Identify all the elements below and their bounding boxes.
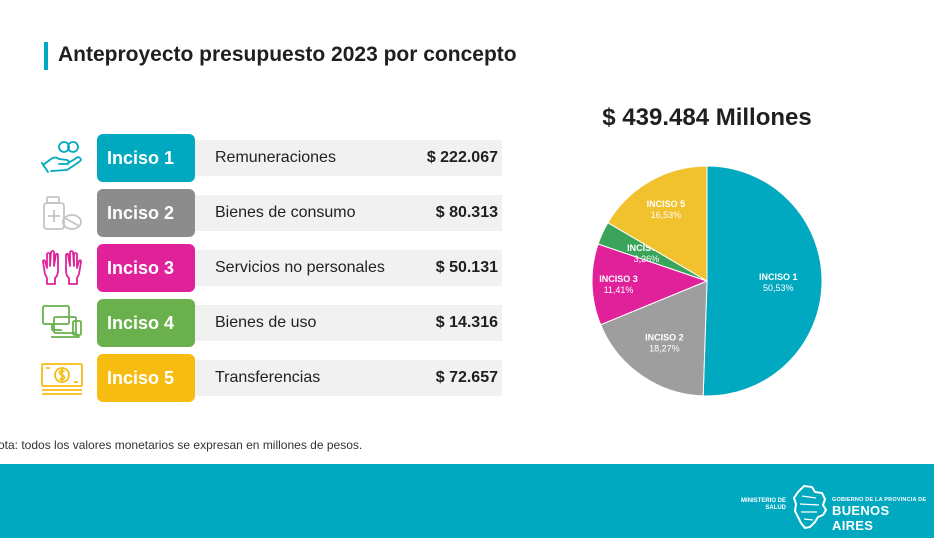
- row-tag: Inciso 5: [97, 354, 195, 402]
- row-tag: Inciso 3: [97, 244, 195, 292]
- row-background: [195, 140, 502, 176]
- budget-row-inciso-5: Inciso 5 Transferencias $ 72.657: [40, 354, 502, 402]
- pie-slice-inciso-3: [591, 243, 709, 326]
- row-value: $ 72.657: [435, 369, 498, 386]
- budget-row-inciso-2: Inciso 2 Bienes de consumo $ 80.313: [40, 189, 502, 237]
- slice-name-label: INCISO 1: [759, 272, 798, 282]
- slice-name-label: INCISO 3: [599, 274, 638, 284]
- slice-name-label: INCISO 4: [627, 243, 666, 253]
- row-tag: Inciso 2: [97, 189, 195, 237]
- pie-slice-inciso-2: [599, 280, 708, 397]
- row-value: $ 50.131: [435, 259, 498, 276]
- ministry-label: MINISTERIO DE SALUD: [740, 498, 786, 511]
- slice-percent-label: 3,26%: [634, 254, 660, 264]
- footnote: ota: todos los valores monetarios se exp…: [0, 438, 363, 452]
- budget-total: $ 439.484 Millones: [602, 104, 812, 131]
- gloves-icon: [42, 250, 82, 285]
- row-value: $ 14.316: [435, 314, 498, 331]
- row-label: Bienes de consumo: [215, 204, 356, 221]
- row-value: $ 222.067: [426, 149, 498, 166]
- province-map-logo: [792, 484, 828, 530]
- row-label: Transferencias: [215, 369, 321, 386]
- medicine-icon: [43, 196, 82, 230]
- slice-name-label: INCISO 2: [645, 332, 684, 342]
- devices-icon: [42, 305, 82, 338]
- row-tag: Inciso 4: [97, 299, 195, 347]
- budget-pie-chart: INCISO 150,53% INCISO 218,27% INCISO 311,4…: [591, 165, 823, 397]
- row-tag: Inciso 1: [97, 134, 195, 182]
- slice-name-label: INCISO 5: [647, 199, 686, 209]
- hand-coins-icon: [41, 141, 82, 173]
- budget-row-inciso-4: Inciso 4 Bienes de uso $ 14.316: [40, 299, 502, 347]
- row-background: [195, 195, 502, 231]
- row-value: $ 80.313: [435, 204, 498, 221]
- row-background: [195, 360, 502, 396]
- province-name: BUENOS AIRES: [832, 503, 890, 533]
- banknotes-icon: [41, 363, 83, 395]
- pie-slice-inciso-1: [702, 165, 823, 397]
- row-background: [195, 305, 502, 341]
- budget-row-inciso-3: Inciso 3 Servicios no personales $ 50.13…: [40, 244, 502, 292]
- slice-percent-label: 16,53%: [651, 210, 682, 220]
- row-label: Servicios no personales: [215, 259, 385, 276]
- row-label: Bienes de uso: [215, 314, 317, 331]
- slice-percent-label: 11,41%: [604, 285, 634, 295]
- row-background: [195, 250, 502, 286]
- page-title: Anteproyecto presupuesto 2023 por concep…: [58, 43, 517, 66]
- title-accent-bar: [44, 42, 48, 70]
- slice-percent-label: 50,53%: [763, 283, 794, 293]
- budget-row-inciso-1: Inciso 1 Remuneraciones $ 222.067: [40, 134, 502, 182]
- footer-band: [0, 464, 934, 538]
- slice-percent-label: 18,27%: [649, 343, 680, 353]
- government-label: GOBIERNO DE LA PROVINCIA DE: [832, 497, 927, 503]
- pie-slice-inciso-5: [607, 165, 708, 282]
- row-label: Remuneraciones: [215, 149, 336, 166]
